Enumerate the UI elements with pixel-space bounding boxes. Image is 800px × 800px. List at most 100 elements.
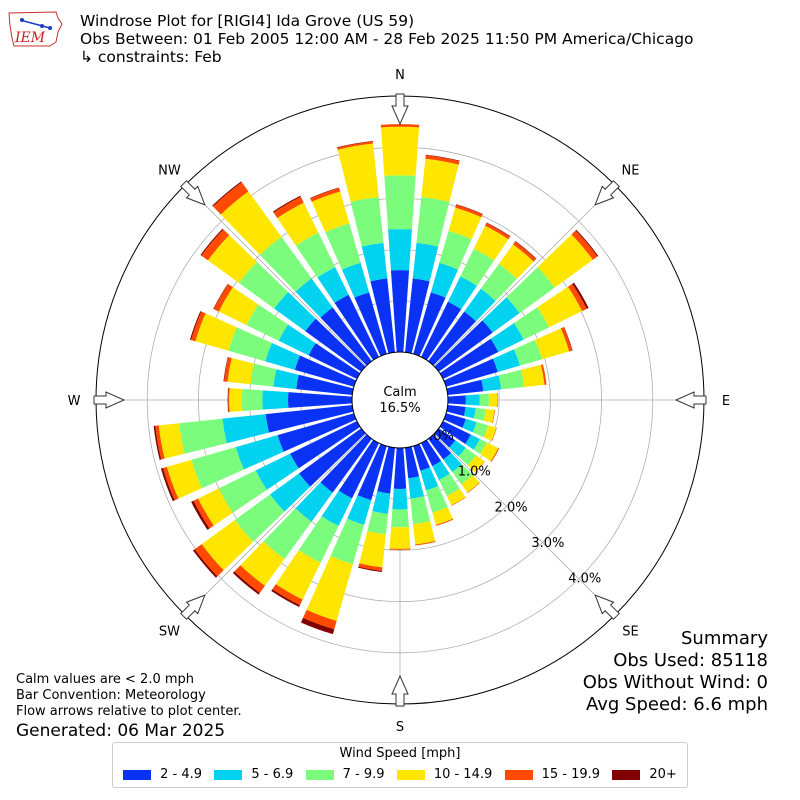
bar-260-bin-1 <box>222 414 269 444</box>
bar-60-bin-2 <box>514 307 549 340</box>
bar-210-bin-4 <box>272 584 303 606</box>
summary-title: Summary <box>681 628 768 649</box>
bar-50-bin-0 <box>434 320 493 372</box>
bar-210-bin-1 <box>321 490 353 526</box>
direction-label-w: W <box>68 394 81 409</box>
bar-40-bin-2 <box>480 263 517 302</box>
bar-190-bin-0 <box>377 446 395 494</box>
bar-280-bin-0 <box>296 374 354 395</box>
legend-item-4: 15 - 19.9 <box>504 767 600 782</box>
bar-40-bin-0 <box>428 311 477 366</box>
legend-items: 2 - 4.9 5 - 6.9 7 - 9.9 10 - 14.9 15 - 19.9 2… <box>113 767 687 782</box>
bar-330-bin-3 <box>277 202 319 246</box>
radial-tick-4: 4.0% <box>568 571 601 586</box>
legend-item-1: 5 - 6.9 <box>214 767 293 782</box>
bar-310-bin-1 <box>274 291 316 332</box>
bar-150-bin-2 <box>438 473 460 497</box>
bar-240-bin-3 <box>198 488 233 526</box>
bar-160-bin-1 <box>420 467 439 491</box>
bar-310-bin-4 <box>201 229 230 261</box>
flow-arrow-225 <box>180 594 206 620</box>
flow-arrows <box>93 93 707 707</box>
bar-20-bin-4 <box>455 204 483 218</box>
bar-130-bin-4 <box>475 461 485 473</box>
bar-340-bin-5 <box>310 187 340 199</box>
bar-140-bin-2 <box>452 463 473 485</box>
bar-20-bin-2 <box>439 230 472 270</box>
bar-20-bin-1 <box>430 262 459 298</box>
bar-80-bin-0 <box>446 379 484 395</box>
bar-220-bin-3 <box>240 541 285 586</box>
bar-230-bin-4 <box>194 544 224 577</box>
legend: Wind Speed [mph] 2 - 4.9 5 - 6.9 7 - 9.9 10… <box>112 742 688 788</box>
bar-260-bin-4 <box>155 425 165 460</box>
bar-180-bin-4 <box>389 548 411 550</box>
bar-60-bin-3 <box>537 286 583 328</box>
direction-label-ne: NE <box>622 163 640 178</box>
legend-label-5: 20+ <box>649 767 677 782</box>
summary-avg-speed: Avg Speed: 6.6 mph <box>586 694 768 715</box>
bar-230-bin-2 <box>234 494 285 542</box>
legend-swatch-1 <box>214 769 243 780</box>
bar-250-bin-4 <box>162 466 179 501</box>
legend-label-0: 2 - 4.9 <box>160 767 203 782</box>
bar-180-bin-0 <box>393 447 407 489</box>
flow-arrow-90 <box>674 391 707 409</box>
bar-220-bin-5 <box>232 571 260 595</box>
bar-90-bin-0 <box>447 395 466 405</box>
bar-320-bin-3 <box>220 191 282 255</box>
logo-text: IEM <box>14 30 46 46</box>
bar-270-bin-2 <box>241 388 263 412</box>
title-line-2: Obs Between: 01 Feb 2005 12:00 AM - 28 F… <box>80 30 694 48</box>
bar-210-bin-3 <box>275 550 321 600</box>
bar-200-bin-1 <box>347 495 372 525</box>
bar-160-bin-4 <box>435 518 454 526</box>
bar-270-bin-5 <box>227 387 229 413</box>
bar-100-bin-4 <box>492 409 496 424</box>
bar-60-bin-5 <box>572 282 589 309</box>
direction-label-e: E <box>722 394 730 409</box>
legend-item-5: 20+ <box>612 767 677 782</box>
bar-250-bin-0 <box>277 413 357 452</box>
bar-230-bin-5 <box>192 549 218 578</box>
bar-10-bin-5 <box>425 154 460 162</box>
bar-340-bin-2 <box>325 223 361 270</box>
bar-0-bin-2 <box>384 175 416 230</box>
bar-260-bin-3 <box>158 423 185 459</box>
bar-130-bin-0 <box>434 428 456 448</box>
bar-50-bin-5 <box>575 229 599 257</box>
bar-320-bin-4 <box>213 182 249 215</box>
bar-70-bin-3 <box>535 328 570 360</box>
bar-60-bin-1 <box>490 323 524 353</box>
bar-170-bin-0 <box>405 446 420 479</box>
bar-80-bin-3 <box>521 364 545 387</box>
bar-290-bin-3 <box>195 313 237 351</box>
bar-280-bin-3 <box>227 358 255 385</box>
bar-10-bin-1 <box>412 242 439 282</box>
direction-label-se: SE <box>622 625 638 640</box>
bar-250-bin-2 <box>191 447 244 489</box>
bar-190-bin-1 <box>372 491 391 514</box>
bar-30-bin-1 <box>447 276 477 310</box>
bar-200-bin-4 <box>303 609 337 630</box>
radial-tick-2: 2.0% <box>495 500 528 515</box>
bar-130-bin-3 <box>467 455 485 473</box>
legend-swatch-4 <box>504 769 533 780</box>
bar-100-bin-3 <box>483 409 495 424</box>
legend-label-2: 7 - 9.9 <box>342 767 385 782</box>
bar-80-bin-1 <box>481 375 502 392</box>
bar-70-bin-4 <box>560 327 573 352</box>
bar-200-bin-3 <box>306 556 353 621</box>
bar-310-bin-2 <box>238 261 289 309</box>
flow-arrow-180 <box>391 674 409 707</box>
bar-220-bin-4 <box>234 565 265 593</box>
windrose-bars <box>153 124 599 635</box>
bar-70-bin-0 <box>443 358 498 387</box>
chart-title: Windrose Plot for [RIGI4] Ida Grove (US … <box>80 12 694 66</box>
bar-50-bin-1 <box>482 297 520 333</box>
iem-logo: IEM <box>6 8 64 50</box>
bar-140-bin-1 <box>443 452 462 472</box>
bar-200-bin-0 <box>357 443 387 501</box>
